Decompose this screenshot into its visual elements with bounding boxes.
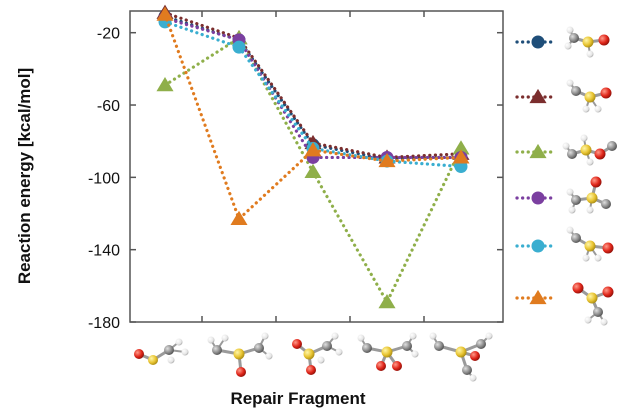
legend-marker [529,143,547,159]
legend-molecule-4-icon [566,176,611,214]
molecule-fragment-3-icon [292,332,343,375]
series-line [163,16,463,160]
molecule-fragment-4-icon [357,332,419,371]
y-tick-label: -180 [88,315,120,332]
series-3 [156,29,470,309]
legend-molecule-3-icon [562,134,617,166]
legend-molecule-2-icon [566,79,612,113]
series-6 [156,6,470,226]
series-layer [156,4,470,309]
data-point [378,293,396,309]
data-point [230,210,248,226]
legend-marker [531,191,545,205]
legend-molecule-5-icon [566,226,614,262]
axis-ticks: -20 -60 -100 -140 -180 [88,11,503,332]
y-tick-label: -20 [97,26,120,43]
data-point [452,140,470,155]
series-line [163,13,463,222]
y-tick-label: -100 [88,170,120,187]
y-tick-label: -60 [97,98,120,115]
series-line [163,20,463,169]
y-tick-label: -140 [88,243,120,260]
plot-frame [129,10,504,323]
legend-entry-6 [515,289,553,305]
molecule-fragment-2-icon [207,332,273,377]
x-category-molecules [134,332,493,382]
data-point [304,163,322,179]
legend-marker [531,35,545,49]
data-point [304,142,322,157]
legend-marker [531,239,545,253]
legend-marker [529,88,547,104]
data-point [232,40,246,54]
molecule-fragment-5-icon [429,332,493,382]
data-point [156,77,174,92]
legend-molecule-1-icon [564,26,610,58]
legend-molecules [562,26,617,326]
data-point [452,149,470,164]
x-axis-title: Repair Fragment [230,389,365,408]
legend-molecule-6-icon [572,282,614,326]
data-point [156,6,174,21]
legend-entry-3 [515,143,553,159]
y-axis-title: Reaction energy [kcal/mol] [15,68,34,284]
molecule-fragment-1-icon [134,338,189,365]
legend-entry-1 [515,35,553,49]
legend [515,35,553,305]
legend-entry-5 [515,239,553,253]
legend-entry-2 [515,88,553,104]
legend-entry-4 [515,191,553,205]
legend-marker [529,289,547,305]
data-point [378,152,396,168]
